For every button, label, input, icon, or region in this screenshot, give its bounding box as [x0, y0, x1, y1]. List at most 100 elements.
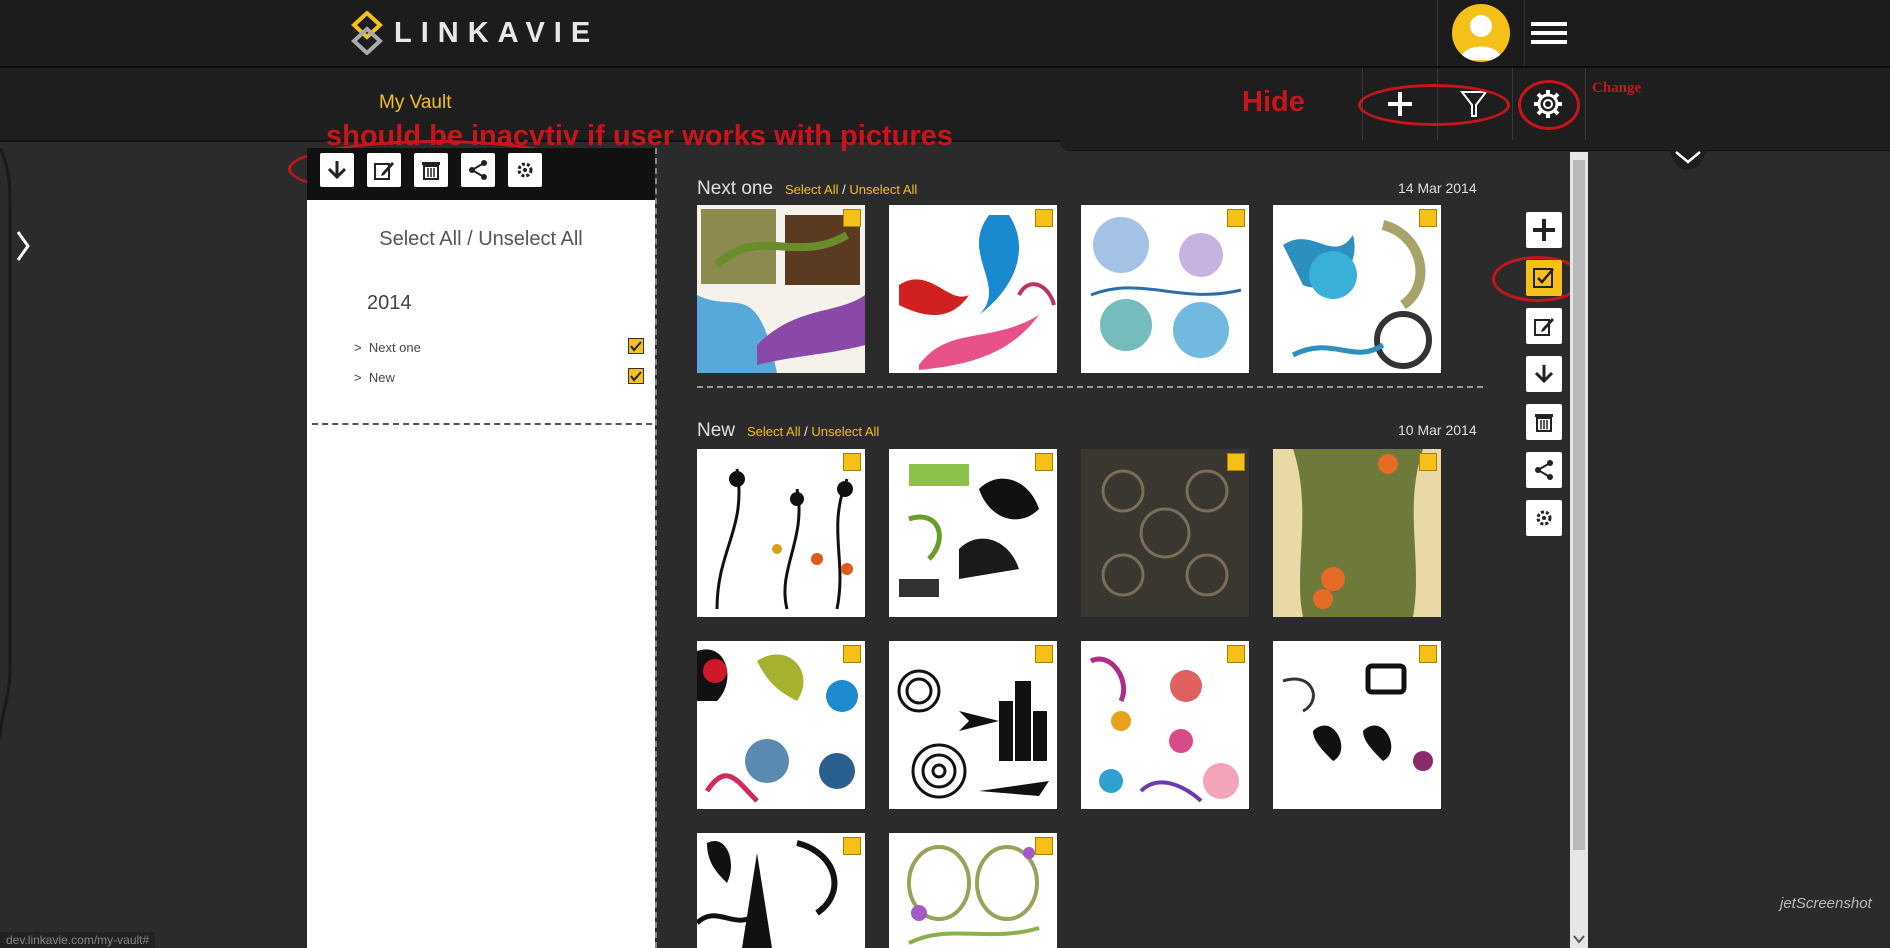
- left-panel: [307, 200, 655, 948]
- delete-icon: [422, 162, 440, 180]
- unselect-all-link[interactable]: Unselect All: [478, 228, 583, 250]
- ornament-frame-image: [1273, 641, 1441, 809]
- tree-checkbox-next-one[interactable]: [628, 338, 644, 354]
- select-controls: Select All / Unselect All: [307, 228, 655, 251]
- share-icon: [469, 160, 487, 180]
- image-checkbox[interactable]: [1419, 645, 1437, 663]
- image-checkbox[interactable]: [843, 837, 861, 855]
- group-date: 10 Mar 2014: [1398, 422, 1477, 438]
- divider: [312, 423, 652, 425]
- annotation-oval: [1518, 80, 1580, 130]
- city-silhouette-image: [889, 641, 1057, 809]
- user-avatar-button[interactable]: [1437, 0, 1525, 66]
- group-title: Next one: [697, 178, 774, 199]
- delete-button[interactable]: [1526, 404, 1562, 440]
- download-button[interactable]: [320, 153, 354, 187]
- share-icon: [1535, 460, 1553, 480]
- download-icon: [327, 161, 347, 180]
- year-heading: 2014: [367, 292, 412, 314]
- collapse-header-button[interactable]: [1660, 140, 1716, 180]
- checkmark-icon: [630, 341, 642, 352]
- chevron-right-icon: [16, 231, 30, 261]
- image-thumbnail[interactable]: [697, 833, 865, 948]
- image-thumbnail[interactable]: [697, 205, 865, 373]
- settings-sliders-button[interactable]: [508, 153, 542, 187]
- image-thumbnail[interactable]: [1273, 641, 1441, 809]
- annotation-change: Change: [1592, 80, 1642, 96]
- scrollbar-thumb[interactable]: [1573, 160, 1585, 850]
- divider: [1585, 68, 1586, 140]
- select-mode-button[interactable]: [1526, 260, 1562, 296]
- scroll-down-arrow-icon[interactable]: [1573, 934, 1585, 944]
- floral-artwork-image: [697, 641, 865, 809]
- settings-sliders-button[interactable]: [1526, 500, 1562, 536]
- image-thumbnail[interactable]: [1081, 449, 1249, 617]
- image-checkbox[interactable]: [843, 209, 861, 227]
- image-thumbnail[interactable]: [889, 833, 1057, 948]
- group-select-controls: Select All / Unselect All: [785, 182, 917, 197]
- image-checkbox[interactable]: [1035, 209, 1053, 227]
- image-thumbnail[interactable]: [889, 205, 1057, 373]
- download-icon: [1534, 365, 1554, 384]
- top-bar: [0, 0, 1890, 68]
- edit-button[interactable]: [367, 153, 401, 187]
- page-title: My Vault: [379, 92, 452, 113]
- group-select-controls: Select All / Unselect All: [747, 424, 879, 439]
- image-checkbox[interactable]: [1227, 209, 1245, 227]
- image-thumbnail[interactable]: [697, 641, 865, 809]
- group-date: 14 Mar 2014: [1398, 180, 1477, 196]
- tree-item-next-one[interactable]: > Next one: [354, 340, 421, 355]
- add-button[interactable]: [1526, 212, 1562, 248]
- tree-item-new[interactable]: > New: [354, 370, 395, 385]
- floral-artwork-image: [1081, 641, 1249, 809]
- image-checkbox[interactable]: [1419, 453, 1437, 471]
- share-button[interactable]: [1526, 452, 1562, 488]
- floral-artwork-image: [1081, 205, 1249, 373]
- annotation-oval: [1358, 84, 1510, 126]
- edit-button[interactable]: [1526, 308, 1562, 344]
- image-thumbnail[interactable]: [1273, 205, 1441, 373]
- image-thumbnail[interactable]: [889, 449, 1057, 617]
- select-check-icon: [1533, 268, 1554, 288]
- checkmark-icon: [630, 371, 642, 382]
- group-title: New: [697, 420, 736, 441]
- tree-item-label: New: [368, 370, 395, 385]
- image-checkbox[interactable]: [1035, 645, 1053, 663]
- image-checkbox[interactable]: [1227, 645, 1245, 663]
- image-checkbox[interactable]: [843, 645, 861, 663]
- tree-checkbox-new[interactable]: [628, 368, 644, 384]
- image-thumbnail[interactable]: [1081, 205, 1249, 373]
- unselect-all-link[interactable]: Unselect All: [811, 424, 880, 439]
- image-checkbox[interactable]: [1035, 837, 1053, 855]
- plus-icon: [1533, 219, 1555, 241]
- floral-frame-image: [889, 833, 1057, 948]
- image-thumbnail[interactable]: [697, 449, 865, 617]
- image-checkbox[interactable]: [1227, 453, 1245, 471]
- floral-artwork-image: [1273, 449, 1441, 617]
- image-thumbnail[interactable]: [1081, 641, 1249, 809]
- unselect-all-link[interactable]: Unselect All: [849, 182, 918, 197]
- floral-artwork-image: [697, 833, 865, 948]
- settings-sliders-icon: [1536, 510, 1552, 526]
- settings-sliders-icon: [517, 162, 533, 178]
- image-checkbox[interactable]: [1035, 453, 1053, 471]
- select-all-link[interactable]: Select All: [379, 228, 462, 250]
- expand-left-panel-button[interactable]: [0, 148, 40, 738]
- share-button[interactable]: [461, 153, 495, 187]
- delete-icon: [1535, 414, 1553, 432]
- floral-artwork-image: [1273, 205, 1441, 373]
- select-all-link[interactable]: Select All: [785, 182, 839, 197]
- image-checkbox[interactable]: [1419, 209, 1437, 227]
- delete-button[interactable]: [414, 153, 448, 187]
- divider: [655, 148, 657, 948]
- hamburger-menu-icon[interactable]: [1523, 0, 1575, 66]
- user-avatar-icon: [1452, 4, 1510, 62]
- divider: [1512, 68, 1513, 140]
- download-button[interactable]: [1526, 356, 1562, 392]
- image-checkbox[interactable]: [843, 453, 861, 471]
- image-thumbnail[interactable]: [889, 641, 1057, 809]
- select-all-link[interactable]: Select All: [747, 424, 801, 439]
- ornament-pattern-image: [1081, 449, 1249, 617]
- image-thumbnail[interactable]: [1273, 449, 1441, 617]
- logo[interactable]: LINKAVIE: [350, 8, 599, 58]
